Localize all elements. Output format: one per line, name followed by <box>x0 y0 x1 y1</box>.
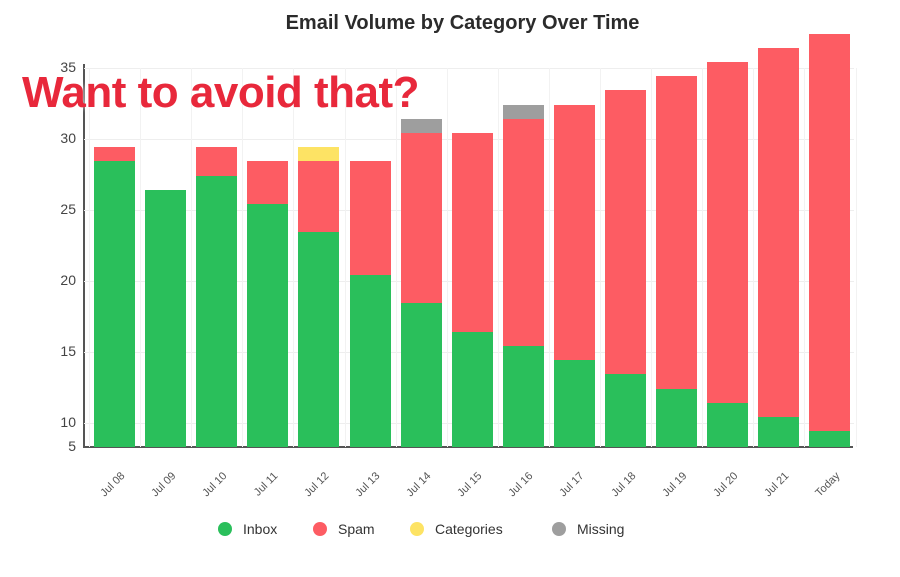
bar-stack[interactable] <box>94 0 135 577</box>
bar-segment-spam[interactable] <box>400 133 442 304</box>
chart-title: Email Volume by Category Over Time <box>285 12 640 34</box>
bar-segment-inbox[interactable] <box>400 303 442 447</box>
bar-segment-inbox[interactable] <box>809 431 851 447</box>
bar-segment-spam[interactable] <box>94 147 135 162</box>
bar-segment-inbox[interactable] <box>145 189 187 447</box>
bar-segment-inbox[interactable] <box>758 417 800 447</box>
y-tick-label: 25 <box>60 201 76 217</box>
bar-segment-inbox[interactable] <box>605 374 646 447</box>
bar-segment-spam[interactable] <box>809 33 851 432</box>
bar-segment-spam[interactable] <box>758 47 800 417</box>
vertical-gridline <box>242 68 244 447</box>
bar-segment-missing[interactable] <box>502 104 544 119</box>
bar-segment-inbox[interactable] <box>553 360 595 447</box>
bar-segment-spam[interactable] <box>298 161 340 233</box>
legend-dot-icon <box>552 522 566 536</box>
bar-stack[interactable] <box>707 0 749 577</box>
bar-segment-spam[interactable] <box>553 104 595 361</box>
bar-segment-spam[interactable] <box>605 90 646 375</box>
bar-segment-inbox[interactable] <box>196 175 238 447</box>
bar-stack[interactable] <box>605 0 646 577</box>
bar-segment-inbox[interactable] <box>707 402 749 447</box>
bar-segment-spam[interactable] <box>502 118 544 346</box>
vertical-gridline <box>600 68 601 447</box>
legend-label: Missing <box>577 521 625 537</box>
y-axis <box>83 64 85 448</box>
bar-segment-inbox[interactable] <box>247 204 289 447</box>
y-tick-label: 20 <box>60 272 76 288</box>
bar-stack[interactable] <box>400 0 442 577</box>
bar-stack[interactable] <box>145 0 187 577</box>
vertical-gridline <box>548 68 550 447</box>
bar-segment-inbox[interactable] <box>451 331 493 447</box>
vertical-gridline <box>651 68 653 447</box>
bar-segment-spam[interactable] <box>451 133 493 332</box>
bar-stack[interactable] <box>502 0 544 577</box>
legend-item-spam[interactable]: Spam <box>313 521 375 537</box>
bar-stack[interactable] <box>247 0 289 577</box>
bar-stack[interactable] <box>553 0 595 577</box>
y-tick-label: 35 <box>60 59 76 75</box>
y-tick-label: 5 <box>68 438 76 454</box>
legend-item-inbox[interactable]: Inbox <box>218 521 277 537</box>
vertical-gridline <box>140 68 142 447</box>
legend-label: Inbox <box>243 521 278 537</box>
bar-segment-inbox[interactable] <box>349 275 391 447</box>
legend-item-missing[interactable]: Missing <box>552 521 624 537</box>
bar-stack[interactable] <box>298 0 340 577</box>
x-axis <box>83 446 853 448</box>
vertical-gridline <box>753 68 755 447</box>
gridline <box>84 68 854 69</box>
vertical-gridline <box>191 68 193 447</box>
legend-dot-icon <box>410 522 424 536</box>
bar-stack[interactable] <box>196 0 238 577</box>
y-tick-label: 10 <box>60 414 76 430</box>
vertical-gridline <box>395 68 397 447</box>
legend-item-categories[interactable]: Categories <box>410 521 503 537</box>
bar-stack[interactable] <box>656 0 698 577</box>
y-tick-label: 30 <box>60 130 76 146</box>
bar-segment-inbox[interactable] <box>656 388 698 447</box>
bar-segment-spam[interactable] <box>349 161 391 275</box>
chart-legend: Inbox Spam Categories Missing <box>0 521 900 541</box>
bar-stack[interactable] <box>758 0 800 577</box>
vertical-gridline <box>497 68 499 447</box>
bar-stack[interactable] <box>451 0 493 577</box>
vertical-gridline <box>344 68 346 447</box>
bar-segment-categories[interactable] <box>298 147 340 162</box>
overlay-headline: Want to avoid that? <box>22 68 420 117</box>
bar-segment-spam[interactable] <box>247 161 289 204</box>
bar-segment-inbox[interactable] <box>502 346 544 447</box>
bar-segment-inbox[interactable] <box>94 161 135 447</box>
legend-label: Categories <box>435 521 503 537</box>
bar-segment-spam[interactable] <box>707 62 749 403</box>
vertical-gridline <box>293 68 295 447</box>
vertical-gridline <box>702 68 704 447</box>
bar-segment-spam[interactable] <box>656 76 698 389</box>
legend-dot-icon <box>218 522 232 536</box>
legend-label: Spam <box>338 521 375 537</box>
bar-segment-missing[interactable] <box>400 118 442 133</box>
legend-dot-icon <box>313 522 327 536</box>
vertical-gridline <box>89 68 90 447</box>
vertical-gridline <box>446 68 448 447</box>
bar-segment-inbox[interactable] <box>298 232 340 447</box>
bar-segment-spam[interactable] <box>196 147 238 176</box>
bar-stack[interactable] <box>809 0 851 577</box>
vertical-gridline <box>804 68 806 447</box>
y-tick-label: 15 <box>60 343 76 359</box>
bar-stack[interactable] <box>349 0 391 577</box>
vertical-gridline <box>855 68 857 447</box>
